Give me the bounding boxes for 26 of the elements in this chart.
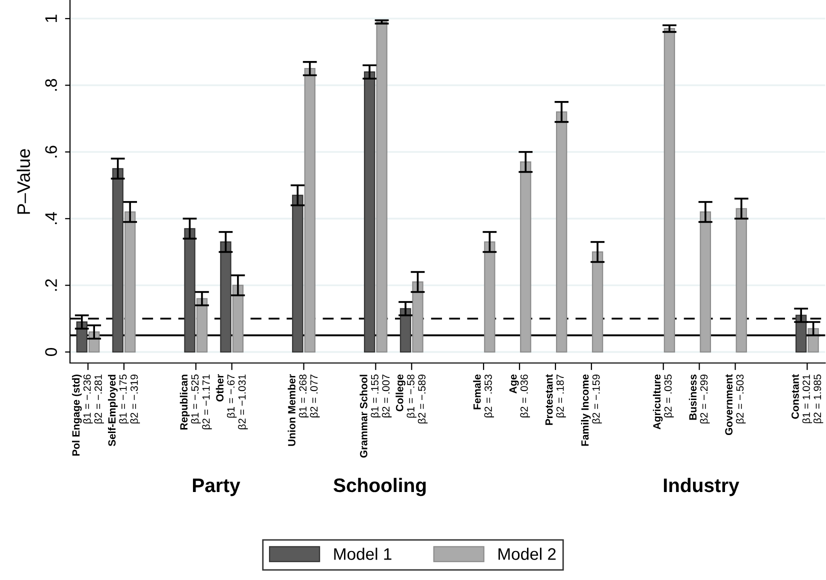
x-tick-label: Agriculture β2 = .035 [652,374,674,430]
x-tick-label: Constant β1 = 1.021 β2 = 1.985 [792,374,824,424]
x-tick-label: College β1 = −.58 β2 = −.589 [396,374,428,424]
x-tick-label: Female β2 = .353 [473,374,494,418]
y-tick-label: .2 [45,279,57,291]
text: Industry [664,478,740,496]
x-tick-label: Grammar School β1 = .155 β2 = .007 [360,374,392,458]
x-tick-label: Union Member β1 = .268 β2 = .077 [288,374,320,446]
x-tick-label: Protestant β2 = .187 [545,374,566,425]
x-tick-label: Government β2 = −.503 [725,374,746,436]
y-tick-label: .8 [45,79,57,91]
x-tick-label: Self-Employed β1 = −.175 β2 = −.319 [108,374,140,446]
x-tick-label: Family Income β2 = −.159 [581,374,602,446]
x-tick-label: Republican β1 = −.525 β2 = −1.171 [180,374,212,430]
y-tick-label: 0 [45,348,57,356]
x-tick-label: Pol Engage (std) β1 = −.236 β2 = −.281 [72,374,104,456]
legend-label: Model 2 [498,548,556,560]
y-tick-label: .4 [45,212,57,224]
x-tick-label: Age β2 = .036 [509,374,530,418]
y-tick-label: 1 [45,14,57,22]
y-tick-label: .6 [45,146,57,158]
legend-label: Model 1 [334,548,392,560]
x-tick-label: Business β2 = −.299 [688,374,710,424]
text: Schooling [334,478,426,496]
y-axis-title: P–Value [16,149,30,214]
text: Party [192,478,240,496]
